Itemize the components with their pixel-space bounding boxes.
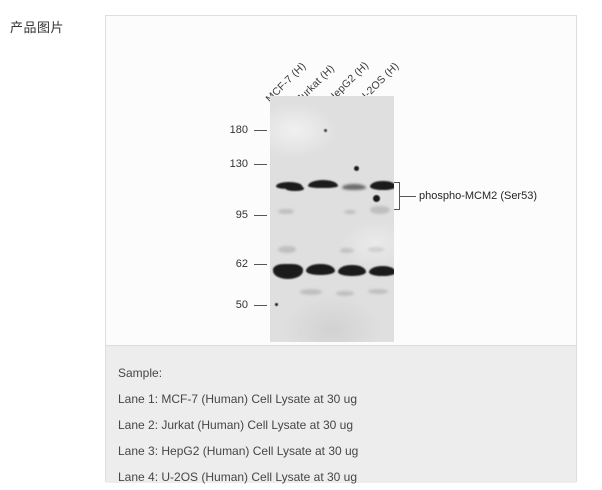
gel-membrane: [270, 96, 394, 342]
bracket-icon: [394, 182, 400, 210]
product-image-card: MCF-7 (H) Jurkat (H) HepG2 (H) U-2OS (H)…: [105, 15, 577, 484]
band-lane3-target: [342, 184, 366, 190]
mw-marker-label: 62: [235, 258, 248, 270]
sample-lane-3: Lane 3: HepG2 (Human) Cell Lysate at 30 …: [118, 444, 359, 458]
band-lane4-speck: [373, 195, 380, 202]
section-label: 产品图片: [10, 20, 65, 35]
band-lane4-target: [370, 181, 394, 190]
blot-smudge: [278, 246, 296, 253]
mw-marker-label: 95: [235, 209, 248, 221]
blot-smudge: [300, 289, 322, 295]
blot-smudge: [370, 206, 390, 214]
mw-marker-180: 180: [161, 124, 270, 136]
blot-smudge: [368, 289, 388, 294]
band-lane4-lower: [369, 266, 394, 276]
band-lane1-target-b: [286, 185, 304, 191]
blot-speck: [354, 166, 359, 171]
target-protein-label: phospho-MCM2 (Ser53): [419, 190, 537, 202]
blot-smudge: [278, 209, 294, 214]
mw-marker-label: 130: [229, 158, 248, 170]
sample-description: Sample: Lane 1: MCF-7 (Human) Cell Lysat…: [118, 360, 564, 490]
mw-marker-label: 180: [229, 124, 248, 136]
figure-panel: MCF-7 (H) Jurkat (H) HepG2 (H) U-2OS (H)…: [106, 16, 576, 345]
sample-lane-1: Lane 1: MCF-7 (Human) Cell Lysate at 30 …: [118, 392, 357, 406]
blot-smudge: [336, 291, 354, 296]
caption-panel: Sample: Lane 1: MCF-7 (Human) Cell Lysat…: [106, 346, 576, 484]
mw-tick-icon: [254, 163, 267, 165]
mw-tick-icon: [254, 214, 267, 216]
panel-divider: [106, 345, 576, 346]
sample-lane-4: Lane 4: U-2OS (Human) Cell Lysate at 30 …: [118, 470, 358, 484]
mw-marker-95: 95: [161, 209, 270, 221]
mw-marker-label: 50: [235, 299, 248, 311]
blot-speck: [324, 129, 327, 132]
mw-tick-icon: [254, 304, 267, 306]
mw-marker-130: 130: [161, 158, 270, 170]
mw-marker-50: 50: [161, 299, 270, 311]
sample-heading: Sample:: [118, 366, 163, 380]
western-blot-figure: MCF-7 (H) Jurkat (H) HepG2 (H) U-2OS (H)…: [161, 21, 561, 343]
mw-tick-icon: [254, 263, 267, 265]
mw-tick-icon: [254, 129, 267, 131]
blot-smudge: [340, 248, 354, 253]
band-lane3-lower: [338, 265, 366, 276]
band-lane1-lower: [273, 264, 303, 279]
blot-speck: [275, 303, 278, 306]
blot-smudge: [368, 247, 384, 252]
blot-smudge: [344, 210, 356, 214]
band-lane2-lower: [306, 264, 335, 275]
mw-marker-62: 62: [161, 258, 270, 270]
sample-lane-2: Lane 2: Jurkat (Human) Cell Lysate at 30…: [118, 418, 354, 432]
target-annotation: phospho-MCM2 (Ser53): [394, 181, 537, 211]
band-lane2-target: [308, 180, 338, 188]
leader-line-icon: [400, 195, 416, 197]
